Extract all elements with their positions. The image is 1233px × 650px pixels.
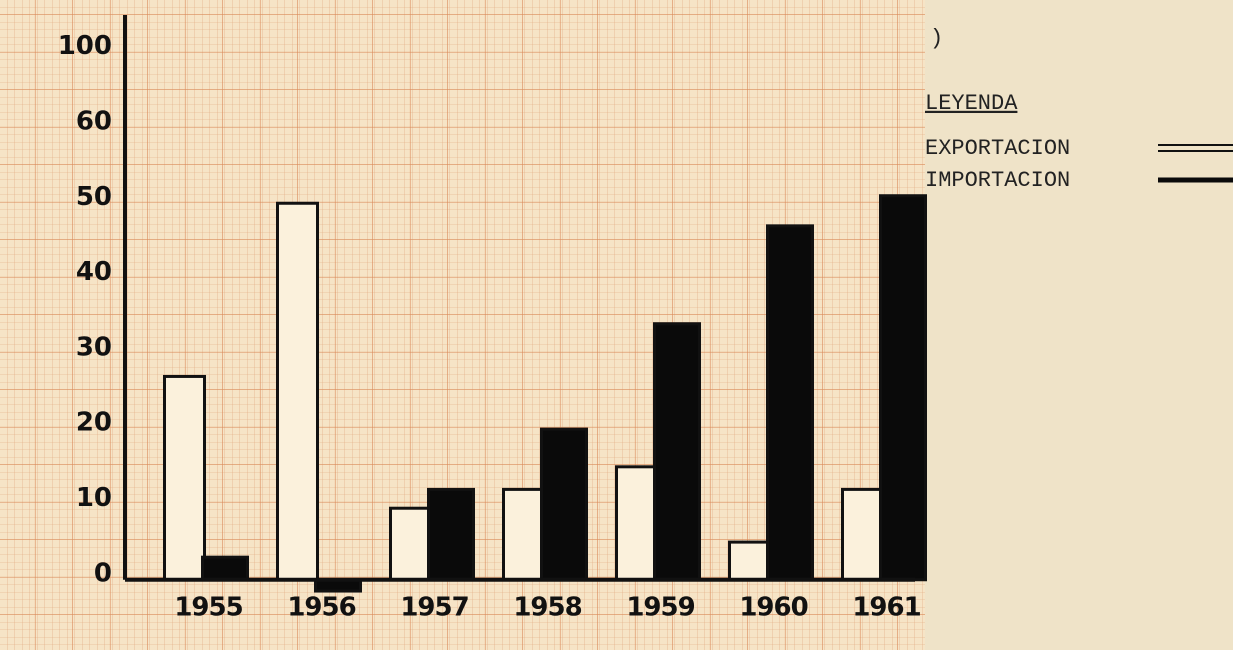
bar	[502, 487, 545, 582]
y-tick-label: 60	[76, 106, 112, 136]
legend-label: IMPORTACION	[925, 168, 1070, 193]
x-tick-label: 1956	[287, 593, 355, 623]
bar	[163, 374, 206, 582]
y-tick-label: 10	[76, 483, 112, 513]
legend-label: EXPORTACION	[925, 136, 1070, 161]
x-tick-label: 1955	[174, 593, 242, 623]
bar	[276, 201, 319, 582]
x-tick-label: 1958	[513, 593, 581, 623]
x-tick-label: 1960	[739, 593, 807, 623]
y-tick-label: 50	[76, 182, 112, 212]
bar	[653, 322, 701, 582]
annotation: )	[930, 26, 943, 51]
legend-title: LEYENDA	[925, 91, 1018, 116]
bar	[879, 194, 927, 582]
y-tick-label: 0	[94, 558, 112, 588]
x-tick-label: 1957	[400, 593, 468, 623]
bar	[615, 465, 658, 582]
bar	[389, 506, 432, 582]
y-tick-label: 20	[76, 408, 112, 438]
bar	[841, 487, 884, 582]
y-tick-label: 40	[76, 257, 112, 287]
x-tick-label: 1959	[626, 593, 694, 623]
x-tick-label: 1961	[852, 593, 920, 623]
y-tick-label: 100	[58, 31, 112, 61]
bar	[201, 555, 249, 582]
y-tick-label: 30	[76, 332, 112, 362]
bar	[427, 487, 475, 582]
bar	[766, 224, 814, 582]
bar	[728, 540, 771, 582]
bar	[540, 427, 588, 582]
